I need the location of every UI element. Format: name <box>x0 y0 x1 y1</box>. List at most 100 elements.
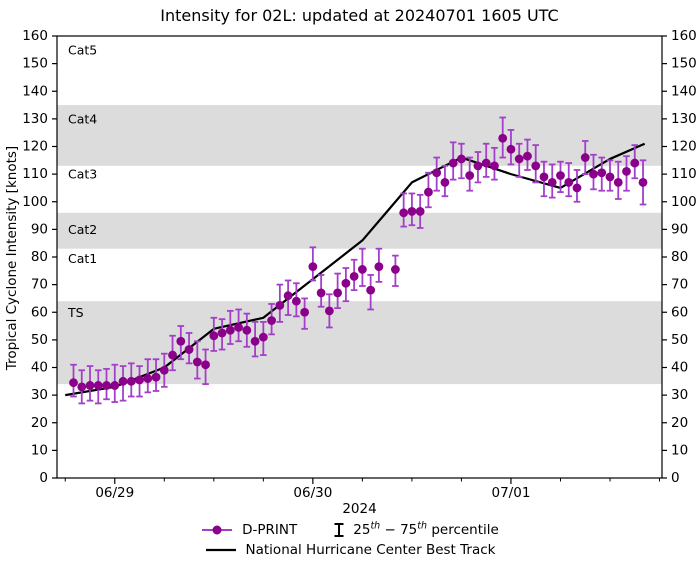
data-point <box>622 166 631 176</box>
data-point <box>225 325 235 335</box>
y-tick-label-left: 160 <box>22 28 48 44</box>
y-tick-label-right: 90 <box>671 221 688 237</box>
data-point <box>184 345 194 354</box>
data-point <box>391 265 400 274</box>
data-point <box>234 323 243 332</box>
data-point <box>291 296 301 306</box>
y-tick-label-left: 0 <box>39 470 48 486</box>
data-point <box>267 316 276 325</box>
data-point <box>341 278 351 288</box>
data-point <box>514 154 524 164</box>
x-axis-label: 2024 <box>342 501 377 517</box>
data-point <box>448 158 458 168</box>
data-point <box>242 325 252 335</box>
y-tick-label-right: 110 <box>671 166 697 182</box>
band-label-cat5: Cat5 <box>68 42 97 57</box>
data-point <box>151 372 161 382</box>
data-point <box>192 357 202 367</box>
y-tick-label-right: 140 <box>671 83 697 99</box>
y-tick-label-right: 100 <box>671 194 697 210</box>
band-label-ts: TS <box>67 305 84 320</box>
data-point <box>93 381 103 390</box>
data-point <box>597 168 607 178</box>
legend-row-1: D-PRINT 25th − 75th percentile <box>200 521 499 539</box>
y-tick-label-right: 50 <box>671 332 688 348</box>
data-point <box>250 336 260 346</box>
legend-dprint-label: D-PRINT <box>242 522 298 538</box>
data-point <box>473 161 483 171</box>
data-point <box>481 158 491 168</box>
y-tick-label-right: 160 <box>671 28 697 44</box>
legend-percentile-label: 25th − 75th percentile <box>353 520 499 538</box>
band-cat4 <box>57 105 662 166</box>
y-tick-label-right: 30 <box>671 387 688 403</box>
data-point <box>415 207 425 216</box>
y-tick-label-right: 150 <box>671 56 697 72</box>
data-point <box>539 172 549 182</box>
y-tick-label-left: 60 <box>31 304 48 320</box>
data-point <box>201 360 210 370</box>
data-point <box>490 161 499 171</box>
data-point <box>465 171 475 180</box>
data-point <box>126 376 136 386</box>
x-tick-label: 06/30 <box>293 485 332 501</box>
band-label-cat4: Cat4 <box>68 111 97 126</box>
data-point <box>440 178 450 187</box>
y-tick-label-right: 120 <box>671 139 697 155</box>
data-point <box>498 133 508 143</box>
data-point <box>424 187 433 197</box>
data-point <box>572 183 582 193</box>
data-point <box>523 151 532 161</box>
data-point <box>457 154 466 164</box>
y-tick-label-right: 60 <box>671 304 688 320</box>
y-tick-label-right: 20 <box>671 415 688 431</box>
data-point <box>613 178 623 187</box>
category-bands <box>57 105 662 385</box>
y-axis-ticks: 0 0 10 10 20 20 30 30 40 40 50 50 60 60 70 70 80 80 90 90 10… <box>22 28 697 486</box>
x-tick-label: 06/29 <box>95 485 134 501</box>
data-point <box>547 178 557 187</box>
data-point <box>168 350 177 360</box>
y-tick-label-right: 70 <box>671 277 688 293</box>
data-point <box>275 300 285 310</box>
dprint-points <box>69 133 648 392</box>
data-point <box>159 365 169 375</box>
y-tick-label-right: 80 <box>671 249 688 265</box>
data-point <box>556 171 565 180</box>
y-tick-label-left: 100 <box>22 194 48 210</box>
y-tick-label-right: 0 <box>671 470 680 486</box>
data-point <box>110 381 120 390</box>
data-point <box>118 376 128 386</box>
data-point <box>357 265 367 274</box>
data-point <box>366 285 376 295</box>
data-point <box>399 208 409 218</box>
data-point <box>432 168 442 178</box>
x-axis-ticks: 06/29 06/30 07/01 <box>64 478 661 501</box>
y-tick-label-left: 90 <box>31 221 48 237</box>
y-tick-label-left: 10 <box>31 442 48 458</box>
chart-title: Intensity for 02L: updated at 20240701 1… <box>160 6 559 25</box>
data-point <box>333 288 343 298</box>
data-point <box>564 178 574 187</box>
y-tick-label-left: 40 <box>31 360 48 376</box>
data-point <box>176 336 186 346</box>
data-point <box>605 172 615 182</box>
data-point <box>283 291 293 301</box>
data-point <box>102 381 111 390</box>
best-track-line-icon <box>205 548 236 552</box>
category-band-labels: TS Cat1 Cat2 Cat3 Cat4 Cat5 <box>67 42 97 319</box>
band-label-cat3: Cat3 <box>68 167 97 182</box>
y-tick-label-right: 10 <box>671 442 688 458</box>
y-tick-label-left: 70 <box>31 277 48 293</box>
data-point <box>77 382 87 392</box>
y-tick-label-left: 130 <box>22 111 48 127</box>
legend: D-PRINT 25th − 75th percentile National … <box>0 521 699 558</box>
dprint-marker-icon <box>202 525 233 535</box>
legend-best-track-label: National Hurricane Center Best Track <box>245 542 496 558</box>
data-point <box>258 332 268 342</box>
data-point <box>580 153 590 162</box>
data-point <box>209 331 219 341</box>
data-point <box>85 381 95 390</box>
